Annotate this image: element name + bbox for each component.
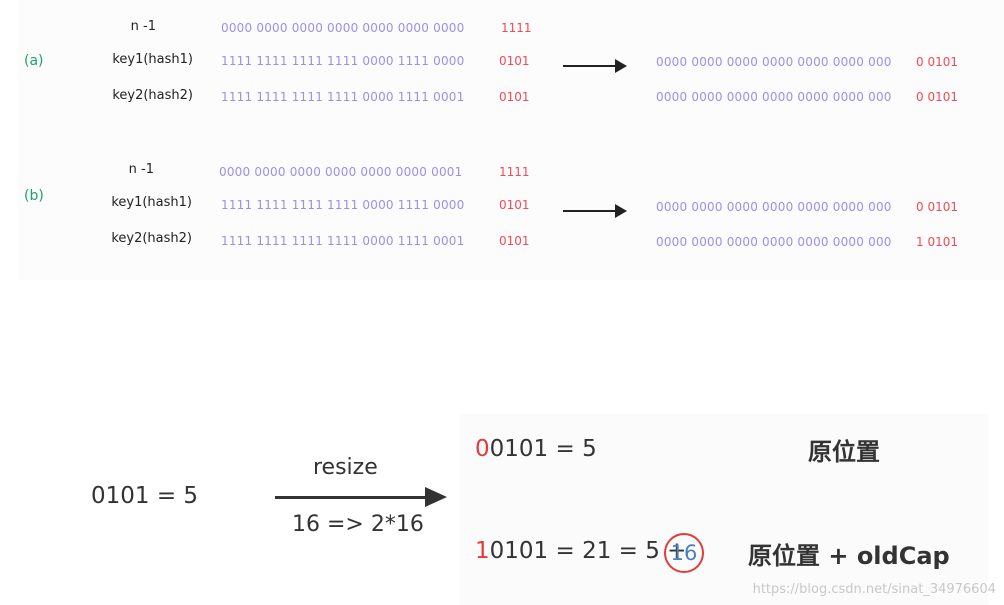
case-a-result1-low-bits: 0 0101 <box>916 55 958 69</box>
case-b-row-n-minus-1-label: n -1 <box>128 162 154 177</box>
case-a-arrow <box>563 59 627 73</box>
case-a-row-key1-label: key1(hash1) <box>112 52 193 67</box>
case-a-row-key2-low-bits: 0101 <box>499 90 530 104</box>
case-a-row-key2-label: key2(hash2) <box>112 88 193 103</box>
case-a-row-key1-low-bits: 0101 <box>499 54 530 68</box>
case-a-row-n-minus-1-high-bits: 0000 0000 0000 0000 0000 0000 0000 <box>221 21 465 35</box>
new-index-line-1: 00101 = 5 <box>475 436 597 462</box>
case-b-result1-high-bits: 0000 0000 0000 0000 0000 0000 000 <box>656 200 892 214</box>
case-a-row-key1-high-bits: 1111 1111 1111 1111 0000 1111 0000 <box>221 54 465 68</box>
resize-panel <box>460 414 988 605</box>
case-a-label: (a) <box>24 53 44 69</box>
case-a-result2-low-bits: 0 0101 <box>916 90 958 104</box>
case-a-row-n-minus-1-low-bits: 1111 <box>501 21 532 35</box>
case-b-label: (b) <box>24 188 44 204</box>
case-a-result2-high-bits: 0000 0000 0000 0000 0000 0000 000 <box>656 90 892 104</box>
case-b-row-key1-label: key1(hash1) <box>111 195 192 210</box>
new-index-line-1-expression: 0101 = 5 <box>489 436 597 462</box>
case-b-result2-low-bits: 1 0101 <box>916 235 958 249</box>
case-a-result1-high-bits: 0000 0000 0000 0000 0000 0000 000 <box>656 55 892 69</box>
new-index-line-2-expression: 0101 = 21 = 5 + <box>489 538 687 564</box>
case-b-row-key2-high-bits: 1111 1111 1111 1111 0000 1111 0001 <box>221 234 465 248</box>
case-b-row-n-minus-1-high-bits: 0000 0000 0000 0000 0000 0000 0001 <box>219 165 463 179</box>
case-b-row-key2-low-bits: 0101 <box>499 234 530 248</box>
new-index-line-2-high-bit: 1 <box>475 538 490 564</box>
original-position-label: 原位置 <box>808 438 880 466</box>
case-b-result2-high-bits: 0000 0000 0000 0000 0000 0000 000 <box>656 235 892 249</box>
case-b-row-key2-label: key2(hash2) <box>111 231 192 246</box>
original-index-expression: 0101 = 5 <box>91 483 199 509</box>
case-b-row-key1-low-bits: 0101 <box>499 198 530 212</box>
new-index-line-2: 10101 = 21 = 5 + <box>475 538 686 564</box>
old-capacity-circled-value: 16 <box>664 533 704 573</box>
resize-arrow <box>275 487 447 507</box>
case-a-row-n-minus-1-label: n -1 <box>130 19 156 34</box>
watermark: https://blog.csdn.net/sinat_34976604 <box>752 582 996 597</box>
resize-arrow-label: resize <box>313 455 378 480</box>
case-b-row-key1-high-bits: 1111 1111 1111 1111 0000 1111 0000 <box>221 198 465 212</box>
case-b-row-n-minus-1-low-bits: 1111 <box>499 165 530 179</box>
capacity-doubling-label: 16 => 2*16 <box>292 512 424 537</box>
new-index-line-1-high-bit: 0 <box>475 436 490 462</box>
case-a-row-key2-high-bits: 1111 1111 1111 1111 0000 1111 0001 <box>221 90 465 104</box>
case-b-result1-low-bits: 0 0101 <box>916 200 958 214</box>
case-b-arrow <box>563 204 627 218</box>
bit-operation-panel <box>18 0 1004 280</box>
original-position-plus-oldcap-label: 原位置 + oldCap <box>748 542 950 570</box>
